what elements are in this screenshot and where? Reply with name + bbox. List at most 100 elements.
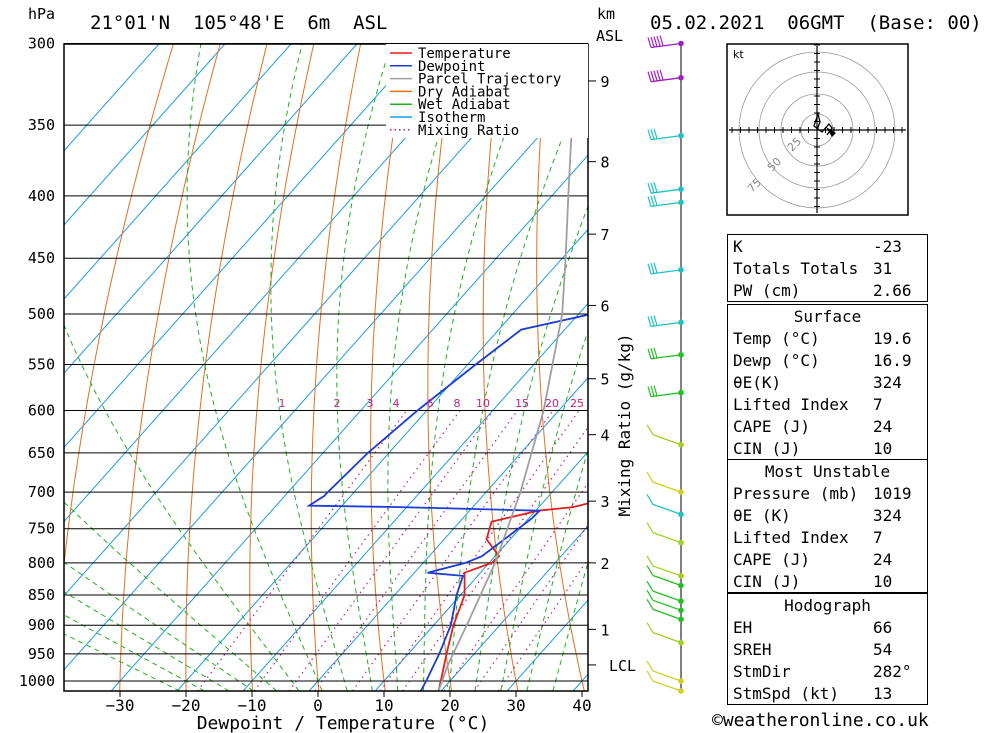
wind-barb bbox=[646, 580, 684, 604]
pressure-isobars bbox=[64, 43, 588, 682]
x-tick-label: 40 bbox=[572, 696, 591, 715]
wind-barb-staff bbox=[652, 590, 682, 602]
wind-barb bbox=[647, 69, 684, 83]
height-tick-label: 2 bbox=[600, 555, 609, 573]
wind-barb-feather bbox=[646, 660, 654, 672]
height-tick-label: 7 bbox=[600, 226, 609, 244]
wind-barb-feather bbox=[650, 182, 655, 193]
location-title: 21°01'N 105°48'E 6m ASL bbox=[90, 12, 388, 34]
x-tick-label: 10 bbox=[374, 696, 393, 715]
legend-box bbox=[386, 44, 588, 138]
wind-barb-feather bbox=[653, 347, 658, 358]
wind-barb-feather bbox=[650, 71, 655, 82]
wind-barb-staff bbox=[650, 321, 682, 328]
wind-barb bbox=[647, 385, 684, 398]
dry-adiabat-line bbox=[185, 44, 268, 691]
wet-adiabat-line bbox=[270, 44, 348, 691]
isotherm-line bbox=[64, 44, 556, 597]
wind-barb bbox=[646, 670, 684, 694]
wind-barb bbox=[647, 262, 684, 275]
dry-adiabat-line bbox=[310, 44, 362, 691]
pressure-tick-label: 1000 bbox=[19, 672, 55, 690]
mixing-ratio-axis-title: Mixing Ratio (g/kg) bbox=[615, 333, 634, 516]
isotherm-line bbox=[64, 44, 424, 449]
wind-barb bbox=[647, 128, 684, 141]
x-tick-label: 0 bbox=[313, 696, 323, 715]
isotherm-line bbox=[110, 154, 588, 691]
dry-adiabat-line bbox=[482, 44, 519, 691]
wind-barb-feather bbox=[653, 182, 658, 193]
dry-adiabat-line bbox=[639, 44, 717, 692]
wind-barb-dot bbox=[678, 441, 684, 448]
pressure-tick-label: 750 bbox=[28, 520, 55, 538]
wind-barb bbox=[647, 347, 684, 360]
wet-adiabat-line bbox=[526, 448, 588, 691]
mixing-ratio-label: 20 bbox=[545, 397, 559, 410]
wind-barb-feather bbox=[653, 385, 658, 396]
pressure-tick-label: 900 bbox=[28, 616, 55, 634]
wind-barb bbox=[646, 599, 684, 623]
wind-barb-staff bbox=[650, 391, 682, 398]
pressure-unit-label: hPa bbox=[28, 5, 56, 23]
mixing-ratio-label: 1 bbox=[279, 397, 286, 410]
mixing-ratio-line bbox=[253, 410, 461, 691]
wind-barb bbox=[646, 471, 684, 495]
wind-barb-dot bbox=[678, 489, 684, 495]
legend-label: Temperature bbox=[418, 46, 511, 62]
wind-barb-staff bbox=[650, 77, 682, 83]
x-tick-label: 30 bbox=[506, 696, 525, 715]
wet-adiabat-line bbox=[448, 74, 588, 691]
wet-adiabat-line bbox=[64, 591, 230, 691]
wind-barb-staff bbox=[652, 631, 682, 644]
mixing-ratio-label: 15 bbox=[515, 397, 529, 410]
wind-barb-feather bbox=[647, 263, 652, 275]
isotherm-line bbox=[64, 44, 490, 523]
wind-barb-staff bbox=[650, 42, 682, 49]
wind-barb-staff bbox=[652, 565, 682, 577]
pressure-tick-label: 700 bbox=[28, 483, 55, 501]
height-tick-label: 1 bbox=[600, 621, 609, 639]
wet-adiabat-line bbox=[64, 501, 277, 691]
pressure-tick-label: 550 bbox=[28, 355, 55, 373]
wind-barb-feather bbox=[647, 37, 652, 48]
wind-barb-feather bbox=[656, 35, 661, 47]
height-tick-label: 9 bbox=[600, 73, 609, 91]
profile-series bbox=[306, 44, 588, 691]
lcl-label: LCL bbox=[609, 657, 636, 675]
isotherm-line bbox=[374, 451, 588, 691]
legend-label: Isotherm bbox=[418, 110, 485, 126]
mixing-ratio-label: 6 bbox=[427, 397, 434, 410]
plot-frame bbox=[63, 43, 589, 692]
wet-adiabat-line bbox=[336, 44, 392, 691]
wind-barb bbox=[647, 182, 684, 194]
wind-barb-staff bbox=[650, 269, 682, 275]
wind-barb bbox=[647, 195, 684, 208]
wind-barb-staff bbox=[650, 201, 682, 208]
mixing-ratio-line bbox=[379, 410, 580, 691]
wind-barb-feather bbox=[650, 385, 655, 397]
credit-footer[interactable]: ©weatheronline.co.uk bbox=[712, 710, 929, 731]
height-tick-label: 6 bbox=[600, 297, 609, 315]
dry-adiabat-line bbox=[427, 44, 455, 691]
pressure-tick-label: 600 bbox=[28, 402, 55, 420]
wind-barb bbox=[646, 424, 684, 448]
wind-barb-feather bbox=[653, 262, 658, 274]
wind-barb-feather bbox=[646, 522, 654, 533]
isotherm-line bbox=[64, 80, 588, 671]
wind-barb-feather bbox=[647, 386, 652, 397]
wind-barb-feather bbox=[646, 565, 654, 576]
height-tick-label: 4 bbox=[600, 427, 609, 445]
pressure-tick-label: 650 bbox=[28, 444, 55, 462]
dry-adiabat-line bbox=[922, 44, 1000, 692]
height-tick-label: 5 bbox=[600, 371, 609, 389]
mixing-ratio-line bbox=[288, 410, 494, 691]
wind-barb-staff bbox=[652, 574, 682, 587]
wet-adiabat-line bbox=[64, 323, 300, 691]
wind-barb bbox=[646, 494, 684, 518]
isotherm-line bbox=[64, 44, 292, 300]
pressure-tick-label: 500 bbox=[28, 305, 55, 323]
surface-table: Surface Temp (°C) 19.6 Dewp (°C) 16.9 θE(K… bbox=[727, 304, 928, 460]
pressure-tick-label: 350 bbox=[28, 116, 55, 134]
